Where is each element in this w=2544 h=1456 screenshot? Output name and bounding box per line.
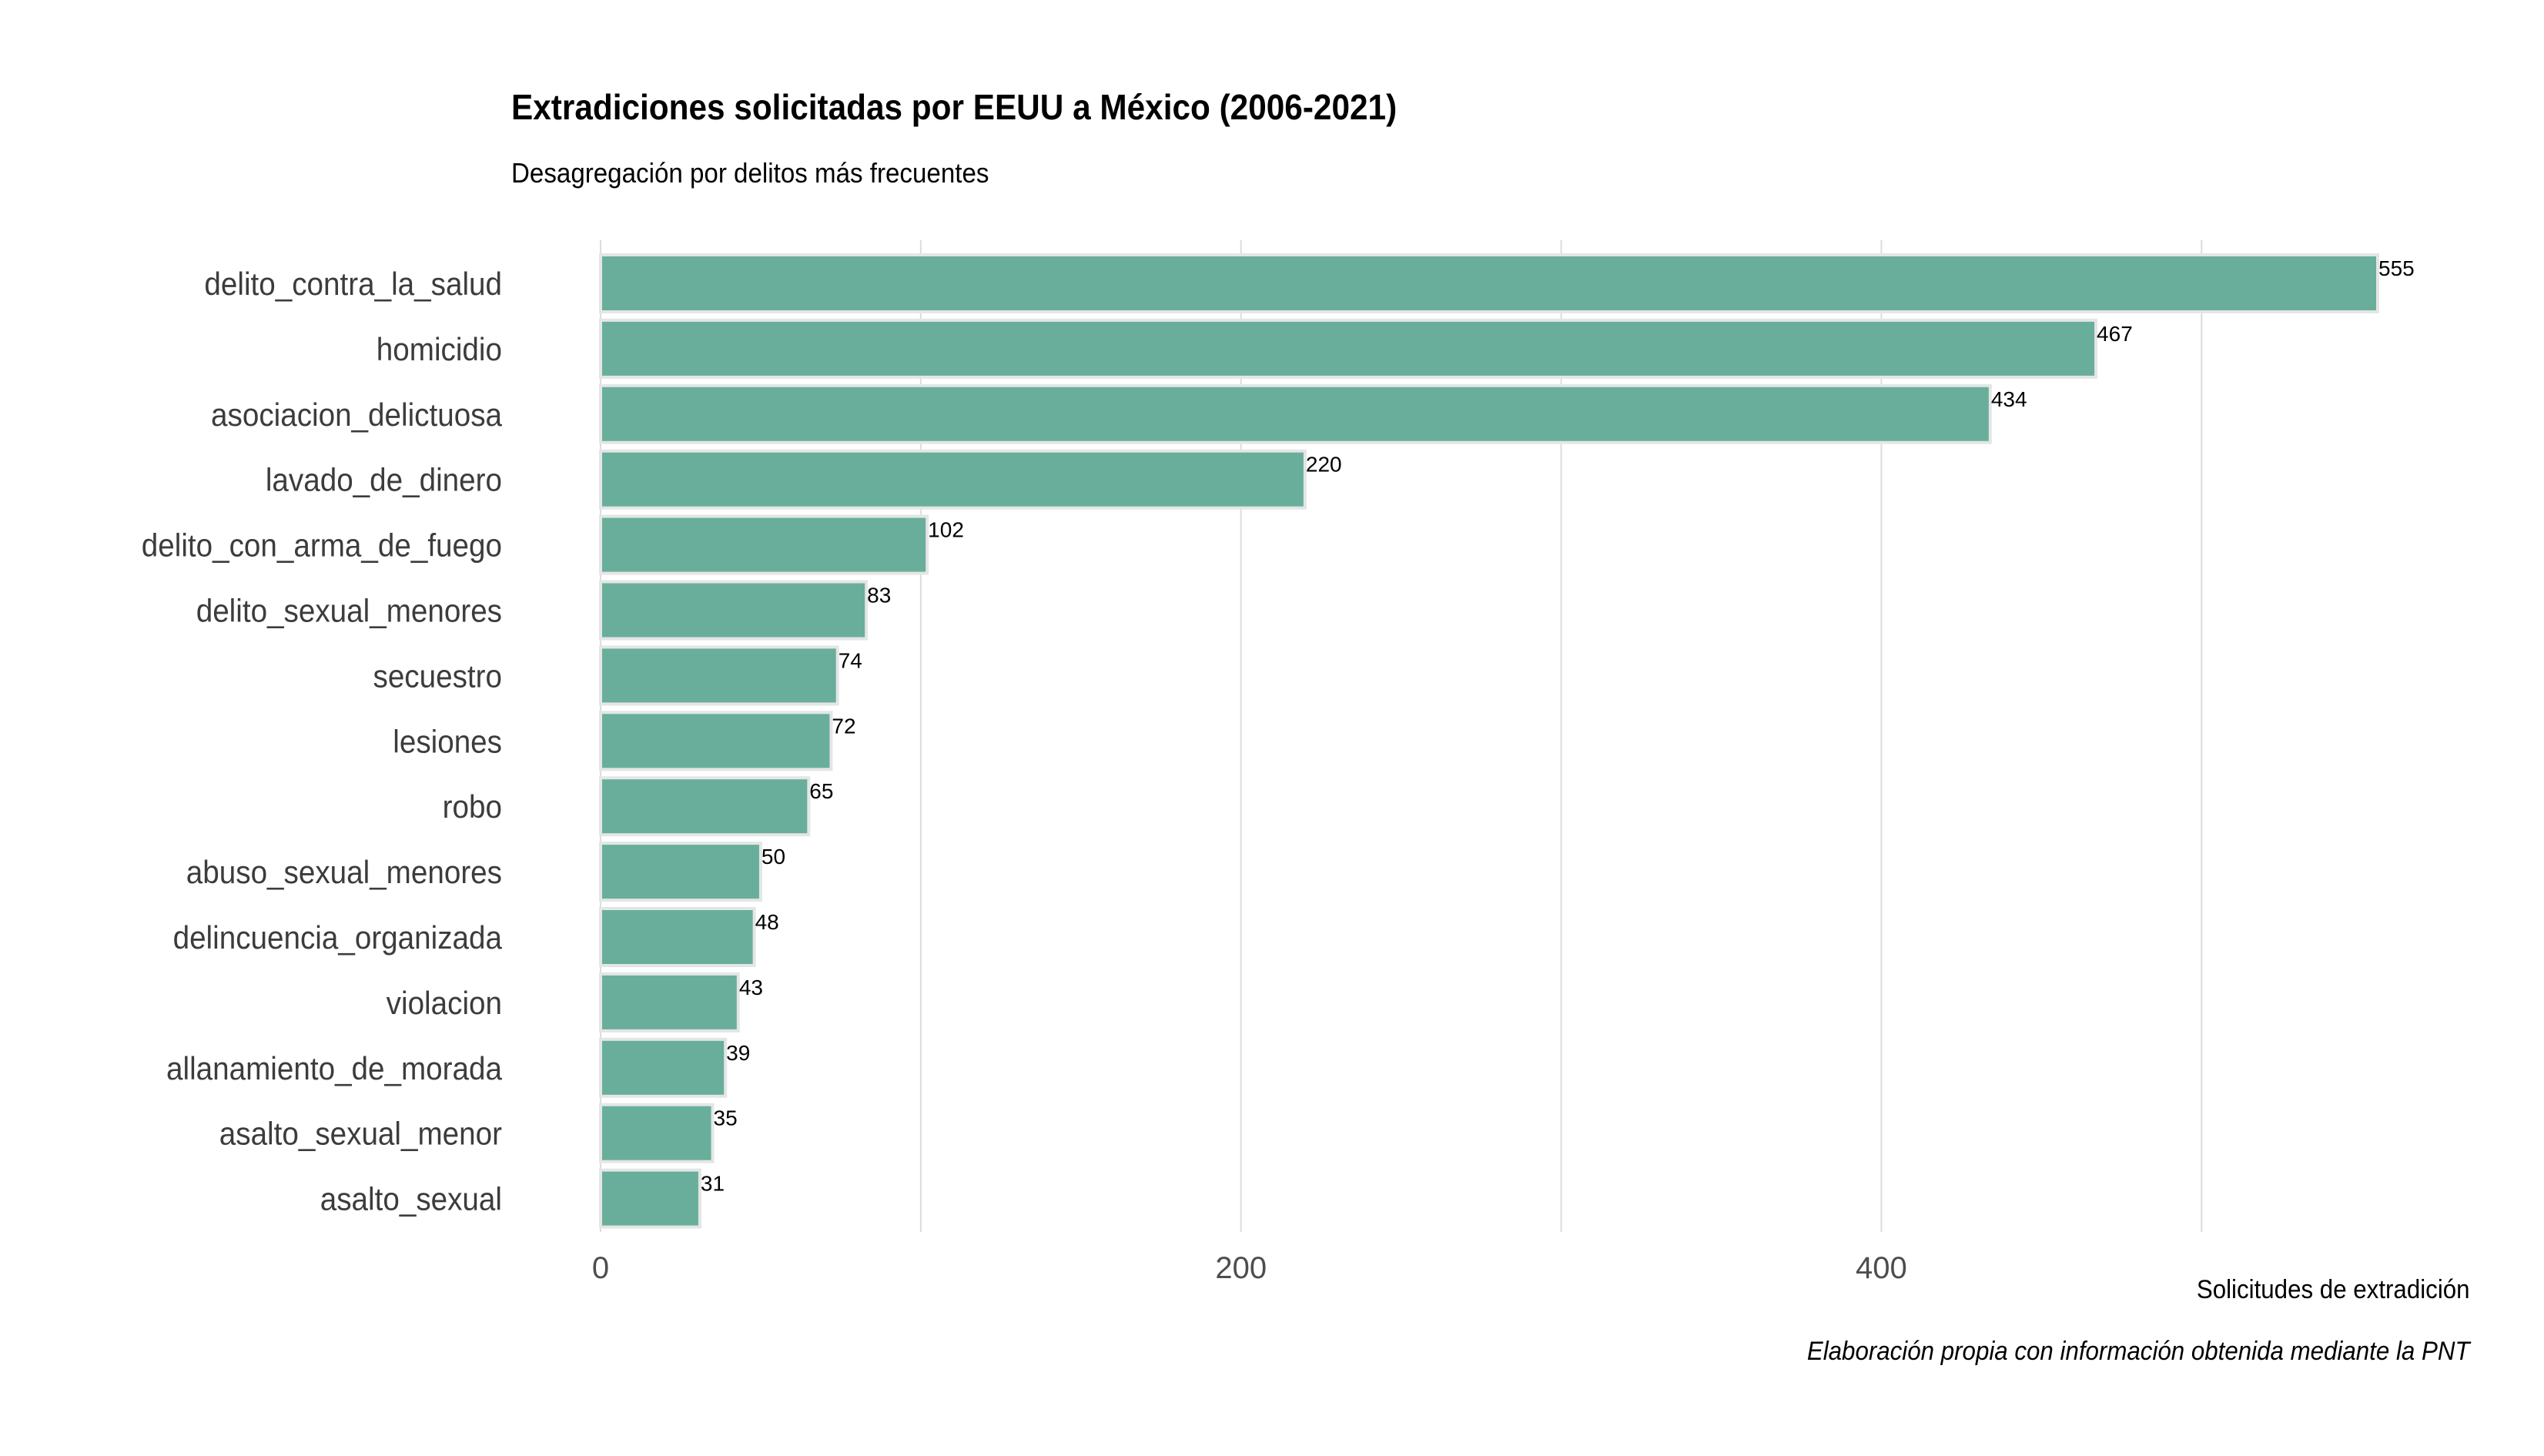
bar-violacion	[599, 972, 740, 1033]
category-label: homicidio	[377, 330, 502, 367]
x-tick-label: 400	[1856, 1251, 1907, 1285]
data-label: 83	[867, 584, 891, 608]
chart-caption: Elaboración propia con información obten…	[1807, 1337, 2470, 1366]
bar-delito_contra_la_salud	[599, 253, 2379, 313]
category-label: delito_sexual_menores	[196, 592, 502, 629]
category-label: violacion	[387, 984, 502, 1021]
data-label-layer: 555 467 434 220 102 83 74 72 65 50 48 43 39 35 31	[701, 256, 2415, 1196]
bar-asociacion_delictuosa	[599, 383, 1992, 444]
bar-lavado_de_dinero	[599, 449, 1307, 510]
x-tick-label: 0	[592, 1251, 609, 1285]
category-label: delito_contra_la_salud	[204, 265, 502, 302]
data-label: 72	[832, 714, 855, 738]
chart-title: Extradiciones solicitadas por EEUU a Méx…	[511, 87, 1398, 127]
category-label: asociacion_delictuosa	[211, 396, 502, 433]
bar-delito_con_arma_de_fuego	[599, 514, 929, 575]
data-label: 31	[701, 1172, 725, 1196]
bar-layer	[599, 253, 2379, 1229]
bar-secuestro	[599, 645, 839, 706]
category-label: lavado_de_dinero	[266, 461, 502, 498]
chart-subtitle: Desagregación por delitos más frecuentes	[511, 157, 989, 189]
bar-allanamiento_de_morada	[599, 1037, 728, 1098]
x-axis-ticks: 0 200 400	[592, 1251, 1907, 1285]
category-label: delincuencia_organizada	[173, 919, 503, 956]
bar-lesiones	[599, 711, 833, 772]
category-label: asalto_sexual	[320, 1180, 502, 1217]
category-axis: delito_contra_la_salud homicidio asociacio…	[142, 265, 503, 1217]
bar-delincuencia_organizada	[599, 907, 756, 967]
bar-asalto_sexual_menor	[599, 1103, 715, 1163]
x-tick-label: 200	[1215, 1251, 1267, 1285]
bar-delito_sexual_menores	[599, 580, 869, 641]
x-axis-title: Solicitudes de extradición	[2197, 1275, 2470, 1304]
data-label: 35	[714, 1106, 738, 1130]
data-label: 102	[928, 518, 964, 542]
data-label: 434	[1991, 387, 2027, 411]
category-label: delito_con_arma_de_fuego	[142, 527, 502, 564]
data-label: 555	[2378, 256, 2415, 280]
data-label: 39	[726, 1041, 750, 1065]
category-label: robo	[443, 788, 502, 825]
bar-robo	[599, 776, 811, 837]
data-label: 467	[2097, 322, 2133, 346]
category-label: asalto_sexual_menor	[219, 1115, 502, 1152]
category-label: secuestro	[373, 658, 502, 695]
category-label: lesiones	[393, 723, 502, 760]
bar-homicidio	[599, 318, 2098, 379]
data-label: 50	[762, 845, 785, 869]
data-label: 43	[739, 976, 763, 999]
bar-asalto_sexual	[599, 1168, 701, 1229]
data-label: 65	[809, 779, 833, 803]
category-label: abuso_sexual_menores	[186, 854, 502, 891]
bar-abuso_sexual_menores	[599, 842, 762, 902]
data-label: 74	[839, 648, 862, 672]
category-label: allanamiento_de_morada	[166, 1049, 502, 1086]
data-label: 48	[755, 910, 779, 934]
data-label: 220	[1306, 453, 1342, 477]
